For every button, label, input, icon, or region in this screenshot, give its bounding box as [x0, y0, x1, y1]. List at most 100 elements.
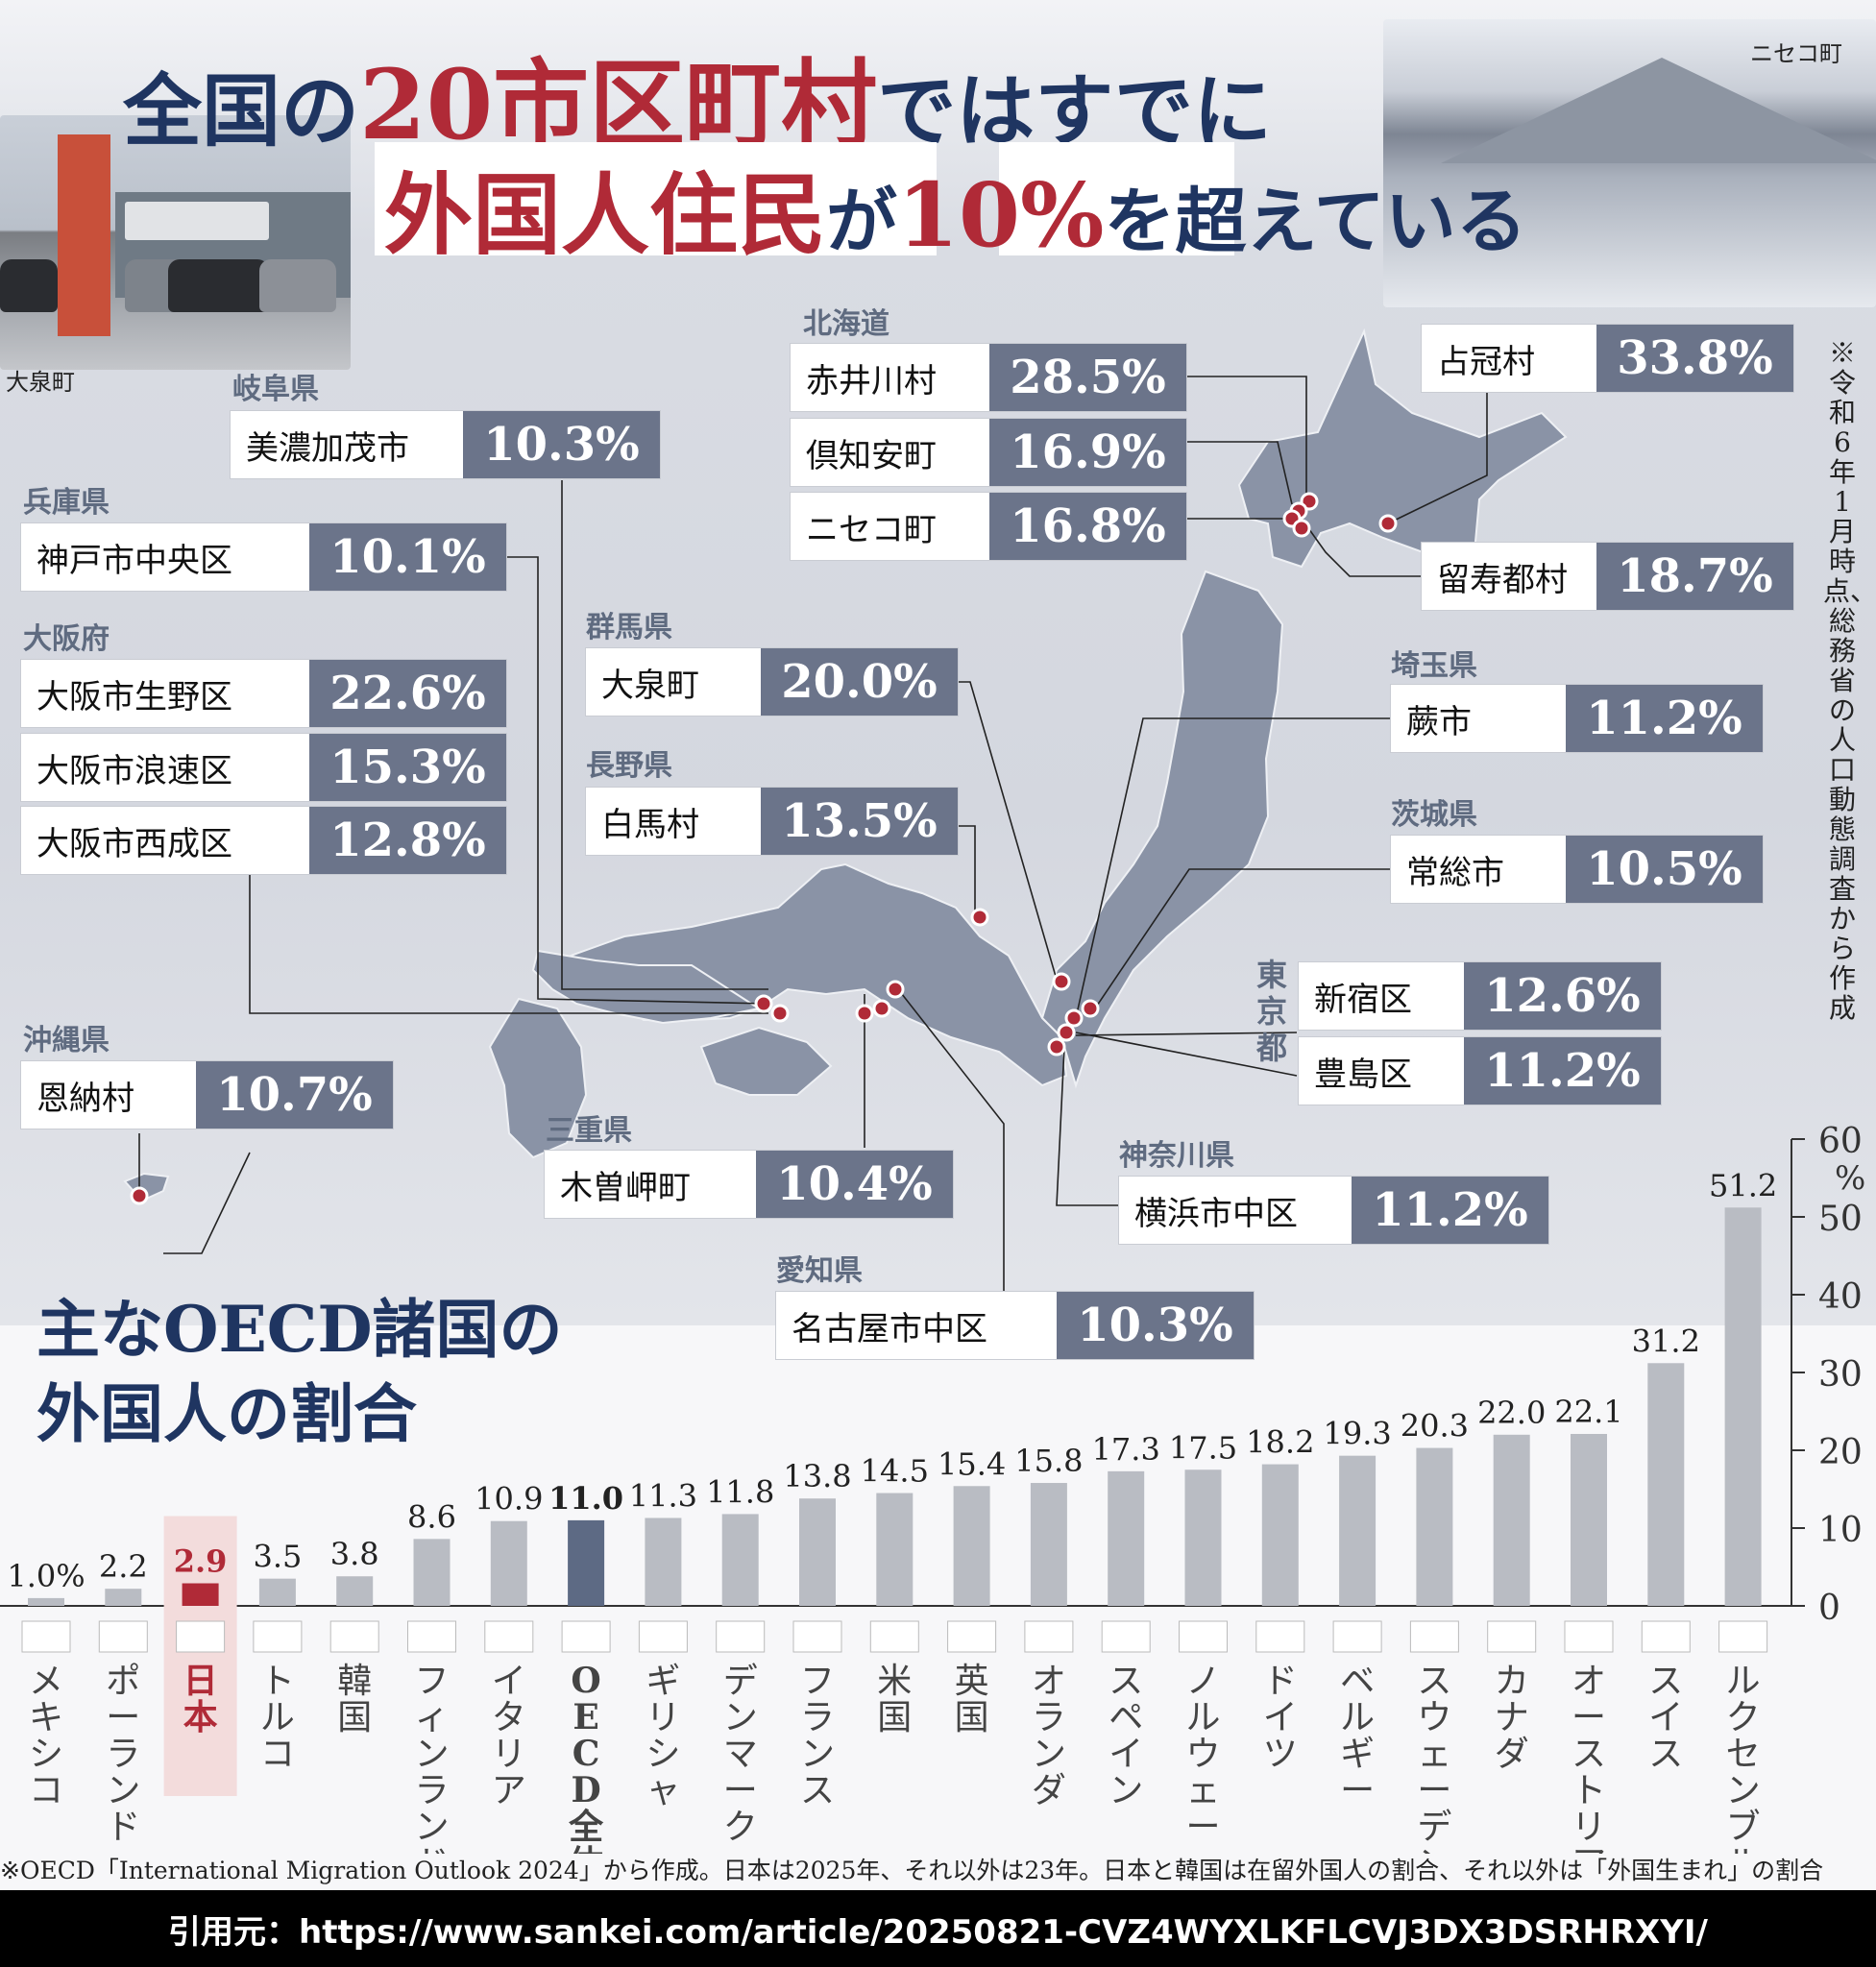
y-tick-label: 40: [1818, 1277, 1863, 1317]
category-char: ル: [1185, 1698, 1220, 1737]
headline-box: [375, 142, 937, 255]
value-label: 2.9: [174, 1543, 228, 1580]
pref-label: 沖縄県: [23, 1024, 110, 1057]
category-label: ギリシャ: [646, 1662, 680, 1810]
category-char: ナ: [1495, 1698, 1529, 1737]
city-percent: 10.4%: [756, 1151, 953, 1218]
flag-icon: [21, 1620, 71, 1653]
bar-ポーランド: [105, 1589, 142, 1606]
city-name: 赤井川村: [791, 344, 989, 411]
chart-title-line1: 主なOECD諸国の: [37, 1292, 563, 1367]
city-label: 名古屋市中区 10.3%: [776, 1292, 1254, 1359]
value-label: 14.5: [861, 1453, 929, 1490]
city-name: 木曽岬町: [545, 1151, 756, 1218]
flag-icon: [407, 1620, 456, 1653]
category-char: ド: [414, 1844, 449, 1854]
city-name: 大阪市生野区: [21, 660, 309, 727]
bar-ベルギー: [1339, 1455, 1377, 1606]
category-char: ク: [723, 1808, 758, 1847]
flag-icon: [1487, 1620, 1537, 1653]
city-percent: 10.7%: [196, 1061, 393, 1129]
marker-oizumi: [1052, 972, 1071, 991]
category-char: ー: [106, 1698, 140, 1737]
value-label: 11.8: [706, 1473, 774, 1510]
category-char: キ: [29, 1698, 63, 1737]
category-char: 米: [877, 1662, 912, 1701]
bar-OECD全体: [568, 1519, 605, 1606]
category-label: 韓国: [337, 1662, 372, 1737]
flag-icon: [1179, 1620, 1228, 1653]
city-name: 恩納村: [21, 1061, 196, 1129]
bar-ギリシャ: [645, 1518, 682, 1606]
bar-オランダ: [1030, 1483, 1067, 1606]
category-char: 国: [877, 1698, 912, 1737]
category-char: ル: [260, 1698, 295, 1737]
bar-日本: [182, 1583, 219, 1606]
city-label: 蕨市 11.2%: [1391, 685, 1763, 752]
left-photo-caption: 大泉町: [6, 369, 75, 396]
headline-text: 全国の: [123, 65, 360, 158]
category-char: ル: [1726, 1844, 1761, 1854]
category-char: C: [573, 1734, 600, 1774]
category-char: ン: [1032, 1735, 1066, 1774]
category-label: イタリア: [492, 1662, 526, 1810]
category-char: 国: [337, 1698, 372, 1737]
category-label: ドイツ: [1263, 1662, 1298, 1774]
category-char: ア: [1571, 1844, 1606, 1854]
category-char: オ: [1032, 1662, 1066, 1701]
category-char: 日: [183, 1661, 218, 1701]
category-char: ト: [1571, 1771, 1606, 1810]
city-label: 占冠村 33.8%: [1422, 325, 1793, 392]
marker-kisosaki: [855, 1004, 874, 1023]
flag-icon: [792, 1620, 842, 1653]
bar-カナダ: [1493, 1434, 1530, 1606]
category-char: ン: [1417, 1844, 1451, 1854]
chart-title-line2: 外国人の割合: [37, 1376, 417, 1451]
category-char: ン: [1726, 1771, 1761, 1810]
city-name: 美濃加茂市: [231, 411, 463, 478]
flag-icon: [1409, 1620, 1459, 1653]
value-label: 51.2: [1709, 1167, 1777, 1203]
category-char: シ: [646, 1735, 680, 1774]
city-name: 豊島区: [1299, 1037, 1464, 1105]
flag-icon: [716, 1620, 766, 1653]
category-label: OECD全体: [568, 1661, 604, 1854]
city-percent: 11.2%: [1464, 1037, 1661, 1105]
category-char: フ: [414, 1662, 449, 1701]
city-name: 大阪市西成区: [21, 807, 309, 874]
marker-kobe: [770, 1004, 790, 1023]
value-label: 13.8: [783, 1458, 851, 1494]
bar-フィンランド: [413, 1539, 451, 1606]
value-label: 2.2: [99, 1548, 148, 1585]
category-char: イ: [1109, 1735, 1143, 1774]
bar-メキシコ: [28, 1597, 64, 1606]
pref-label-vertical: 東京都: [1255, 957, 1287, 1066]
flag-icon: [638, 1620, 688, 1653]
category-char: ル: [1726, 1662, 1761, 1701]
flag-icon: [1564, 1620, 1614, 1653]
city-label: 横浜市中区 11.2%: [1119, 1177, 1548, 1244]
category-label: 英国: [955, 1662, 989, 1737]
category-char: デ: [723, 1662, 758, 1701]
city-name: 大阪市浪速区: [21, 734, 309, 801]
kyushu-shape: [488, 997, 588, 1159]
shikoku-shape: [699, 1026, 833, 1096]
category-label: フランス: [800, 1662, 835, 1810]
category-char: 国: [955, 1698, 989, 1737]
category-char: イ: [492, 1662, 526, 1701]
category-label: 米国: [877, 1662, 912, 1737]
category-char: 本: [183, 1697, 218, 1737]
niseko-photo: [1383, 19, 1876, 307]
category-char: ャ: [646, 1771, 680, 1810]
pref-label: 大阪府: [23, 622, 110, 656]
pref-label: 北海道: [803, 307, 889, 341]
category-char: ー: [1571, 1698, 1606, 1737]
flag-icon: [176, 1620, 226, 1653]
honshu-west-shape: [531, 949, 762, 1025]
value-label: 8.6: [407, 1498, 456, 1535]
pref-label: 埼玉県: [1391, 649, 1477, 683]
category-char: ダ: [1495, 1735, 1529, 1774]
headline-highlight: 10%: [897, 163, 1105, 267]
city-percent: 10.3%: [1057, 1292, 1254, 1359]
